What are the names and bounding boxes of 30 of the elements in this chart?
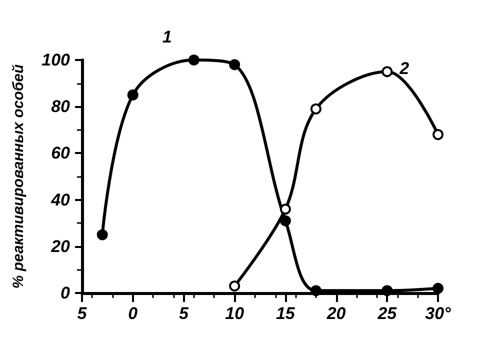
y-axis-title: % реактивированных особей [10,64,27,289]
point [96,229,108,240]
x-tick-label: 20 [326,304,346,323]
point [310,103,322,114]
y-tick-label: 40 [50,190,71,210]
y-tick-label: 100 [42,50,71,70]
point [280,204,291,215]
point [432,129,444,140]
x-tick-label: 0 [128,304,138,323]
x-tick-label: 30° [425,304,452,323]
point [432,282,444,294]
point [188,54,200,66]
x-tick-label: 15 [276,304,296,323]
point [229,59,240,70]
y-tick-label: 0 [60,284,71,302]
point [382,285,393,296]
y-tick-label: 60 [51,144,71,163]
point [229,280,240,292]
series-label: 1 [162,28,172,46]
x-tick-label: 5 [178,304,189,323]
y-tick-label: 20 [50,236,71,256]
point [280,215,291,226]
point [310,285,322,296]
point [127,89,138,100]
x-tick-label: 25 [376,304,398,323]
series-label: 2 [398,59,410,78]
x-tick-label: 10 [225,304,245,323]
y-tick-label: 80 [51,97,71,116]
x-tick-label: 5 [77,304,88,323]
point [382,66,393,78]
